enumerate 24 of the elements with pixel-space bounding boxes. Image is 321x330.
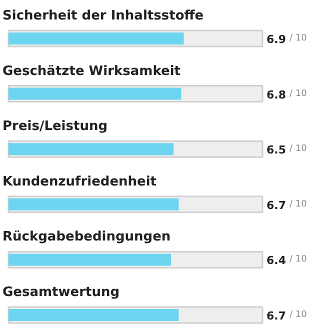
text: / 10 (290, 310, 308, 320)
data-label: 6.7 (266, 198, 286, 212)
bar (8, 88, 182, 100)
text: / 10 (290, 144, 308, 154)
data-label: 6.4 (266, 254, 286, 268)
y-tick-label: Geschätzte Wirksamkeit (2, 64, 180, 79)
text: / 10 (290, 254, 308, 265)
text: / 10 (290, 199, 308, 210)
text: / 10 (290, 34, 308, 44)
bar (8, 254, 172, 266)
text: / 10 (290, 88, 308, 99)
data-label: 6.7 (266, 310, 286, 322)
data-label: 6.9 (266, 33, 286, 46)
data-label: 6.8 (266, 88, 286, 102)
bar (8, 198, 179, 210)
y-tick-label: Preis/Leistung (2, 119, 108, 134)
data-label: 6.5 (266, 144, 286, 157)
y-tick-label: Sicherheit der Inhaltsstoffe (2, 8, 204, 24)
bar (8, 32, 184, 44)
bar (8, 143, 174, 156)
y-tick-label: Rückgabebedingungen (2, 230, 171, 245)
y-tick-label: Gesamtwertung (2, 285, 120, 300)
y-tick-label: Kundenzufriedenheit (2, 174, 157, 190)
bar (8, 309, 179, 321)
